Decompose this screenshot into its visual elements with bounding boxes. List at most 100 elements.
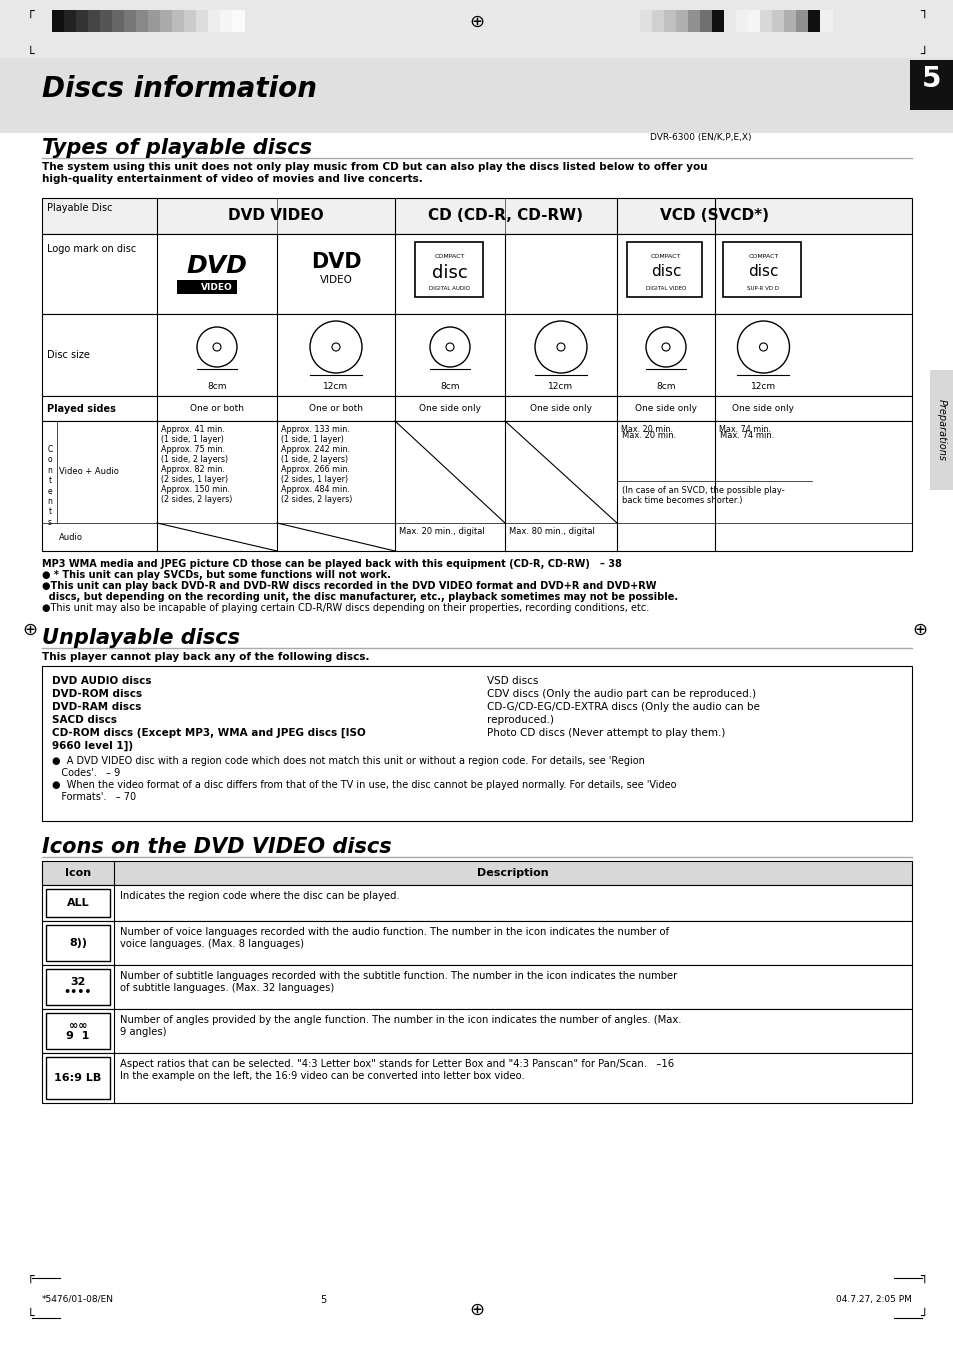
Bar — [747, 9, 760, 32]
Text: Photo CD discs (Never attempt to play them.): Photo CD discs (Never attempt to play th… — [486, 728, 724, 738]
Text: Number of subtitle languages recorded with the subtitle function. The number in : Number of subtitle languages recorded wi… — [120, 971, 677, 993]
Bar — [663, 9, 677, 32]
Circle shape — [661, 343, 669, 351]
Bar — [415, 242, 482, 297]
Text: ●  A DVD VIDEO disc with a region code which does not match this unit or without: ● A DVD VIDEO disc with a region code wh… — [52, 757, 644, 766]
Circle shape — [446, 343, 454, 351]
Text: Max. 80 min., digital: Max. 80 min., digital — [509, 527, 595, 536]
Text: DVD: DVD — [187, 254, 247, 278]
Text: 8cm: 8cm — [656, 382, 675, 390]
Text: VSD discs: VSD discs — [486, 676, 537, 686]
Bar — [46, 1013, 110, 1048]
Text: One side only: One side only — [418, 404, 480, 413]
Text: DIGITAL VIDEO: DIGITAL VIDEO — [645, 286, 685, 290]
Bar — [42, 1052, 911, 1102]
Text: Description: Description — [476, 867, 548, 878]
Bar — [100, 9, 112, 32]
Text: Max. 20 min.: Max. 20 min. — [621, 431, 676, 440]
Text: DVD AUDIO discs: DVD AUDIO discs — [52, 676, 152, 686]
Text: SUP-R VD D: SUP-R VD D — [746, 286, 779, 290]
Text: └: └ — [27, 1310, 33, 1323]
Text: Codes'.   – 9: Codes'. – 9 — [52, 767, 120, 778]
Text: DVD-ROM discs: DVD-ROM discs — [52, 689, 142, 698]
Text: ┘: ┘ — [920, 49, 926, 61]
Text: 32
••••: 32 •••• — [64, 977, 92, 997]
Text: ALL: ALL — [67, 898, 90, 908]
Text: Number of angles provided by the angle function. The number in the icon indicate: Number of angles provided by the angle f… — [120, 1015, 680, 1036]
Text: One side only: One side only — [530, 404, 592, 413]
Bar — [929, 370, 953, 490]
Bar — [735, 9, 748, 32]
Text: Played sides: Played sides — [47, 404, 115, 413]
Text: ∞∞
9  1: ∞∞ 9 1 — [67, 1020, 90, 1042]
Text: Max. 20 min.: Max. 20 min. — [620, 426, 672, 434]
Bar — [42, 422, 911, 551]
Bar — [42, 965, 911, 1009]
Text: ⊕: ⊕ — [23, 621, 37, 639]
Text: disc: disc — [747, 263, 778, 280]
Text: Formats'.   – 70: Formats'. – 70 — [52, 792, 136, 802]
Text: Unplayable discs: Unplayable discs — [42, 628, 240, 648]
Text: ┌: ┌ — [27, 5, 33, 18]
Text: DVD: DVD — [311, 253, 361, 272]
Bar — [184, 9, 196, 32]
Text: DVR-6300 (EN/K,P,E,X): DVR-6300 (EN/K,P,E,X) — [649, 132, 751, 142]
Bar — [723, 9, 737, 32]
Bar — [909, 59, 953, 109]
Bar — [46, 969, 110, 1005]
Text: Logo mark on disc: Logo mark on disc — [47, 245, 136, 254]
Text: CDV discs (Only the audio part can be reproduced.): CDV discs (Only the audio part can be re… — [486, 689, 756, 698]
Text: Video + Audio: Video + Audio — [59, 467, 119, 477]
Bar — [42, 885, 911, 921]
Bar — [42, 234, 911, 313]
Circle shape — [213, 343, 221, 351]
Text: ⊕: ⊕ — [469, 1301, 484, 1319]
Text: Max. 20 min., digital: Max. 20 min., digital — [398, 527, 484, 536]
Text: VIDEO: VIDEO — [200, 281, 233, 290]
Text: 8)): 8)) — [69, 938, 87, 948]
Bar — [42, 313, 911, 396]
Text: Icon: Icon — [65, 867, 91, 878]
Text: Approx. 133 min.
(1 side, 1 layer)
Approx. 242 min.
(1 side, 2 layers)
Approx. 2: Approx. 133 min. (1 side, 1 layer) Appro… — [281, 426, 352, 504]
Text: ● * This unit can play SVCDs, but some functions will not work.: ● * This unit can play SVCDs, but some f… — [42, 570, 391, 580]
Text: Disc size: Disc size — [47, 350, 90, 359]
Bar — [795, 9, 808, 32]
Text: One side only: One side only — [635, 404, 697, 413]
Text: ┘: ┘ — [920, 1310, 926, 1323]
Circle shape — [759, 343, 767, 351]
Text: SACD discs: SACD discs — [52, 715, 117, 725]
Text: COMPACT: COMPACT — [435, 254, 465, 259]
Text: Indicates the region code where the disc can be played.: Indicates the region code where the disc… — [120, 892, 399, 901]
Text: 8cm: 8cm — [439, 382, 459, 390]
Bar — [42, 1009, 911, 1052]
Text: MP3 WMA media and JPEG picture CD those can be played back with this equipment (: MP3 WMA media and JPEG picture CD those … — [42, 559, 621, 569]
Text: *5476/01-08/EN: *5476/01-08/EN — [42, 1296, 113, 1304]
Text: CD-ROM discs (Except MP3, WMA and JPEG discs [ISO: CD-ROM discs (Except MP3, WMA and JPEG d… — [52, 728, 365, 738]
Bar — [64, 9, 77, 32]
Bar — [172, 9, 185, 32]
Text: One side only: One side only — [732, 404, 794, 413]
Text: 16:9 LB: 16:9 LB — [54, 1073, 102, 1084]
Bar — [46, 889, 110, 917]
Bar — [783, 9, 796, 32]
Bar — [76, 9, 89, 32]
Bar — [639, 9, 652, 32]
Bar — [220, 9, 233, 32]
Bar — [807, 9, 821, 32]
Text: Number of voice languages recorded with the audio function. The number in the ic: Number of voice languages recorded with … — [120, 927, 668, 948]
Bar — [771, 9, 784, 32]
Bar — [0, 58, 953, 132]
Bar — [711, 9, 724, 32]
Bar — [124, 9, 137, 32]
Bar — [42, 861, 911, 885]
Text: Types of playable discs: Types of playable discs — [42, 138, 312, 158]
Bar — [626, 242, 701, 297]
Text: One or both: One or both — [309, 404, 363, 413]
Text: discs, but depending on the recording unit, the disc manufacturer, etc., playbac: discs, but depending on the recording un… — [42, 592, 678, 603]
Text: VCD (SVCD*): VCD (SVCD*) — [659, 208, 768, 223]
Bar — [760, 9, 772, 32]
Text: ●  When the video format of a disc differs from that of the TV in use, the disc : ● When the video format of a disc differ… — [52, 780, 676, 790]
Text: 12cm: 12cm — [548, 382, 573, 390]
Bar — [232, 9, 245, 32]
Text: DIGITAL AUDIO: DIGITAL AUDIO — [429, 286, 470, 290]
